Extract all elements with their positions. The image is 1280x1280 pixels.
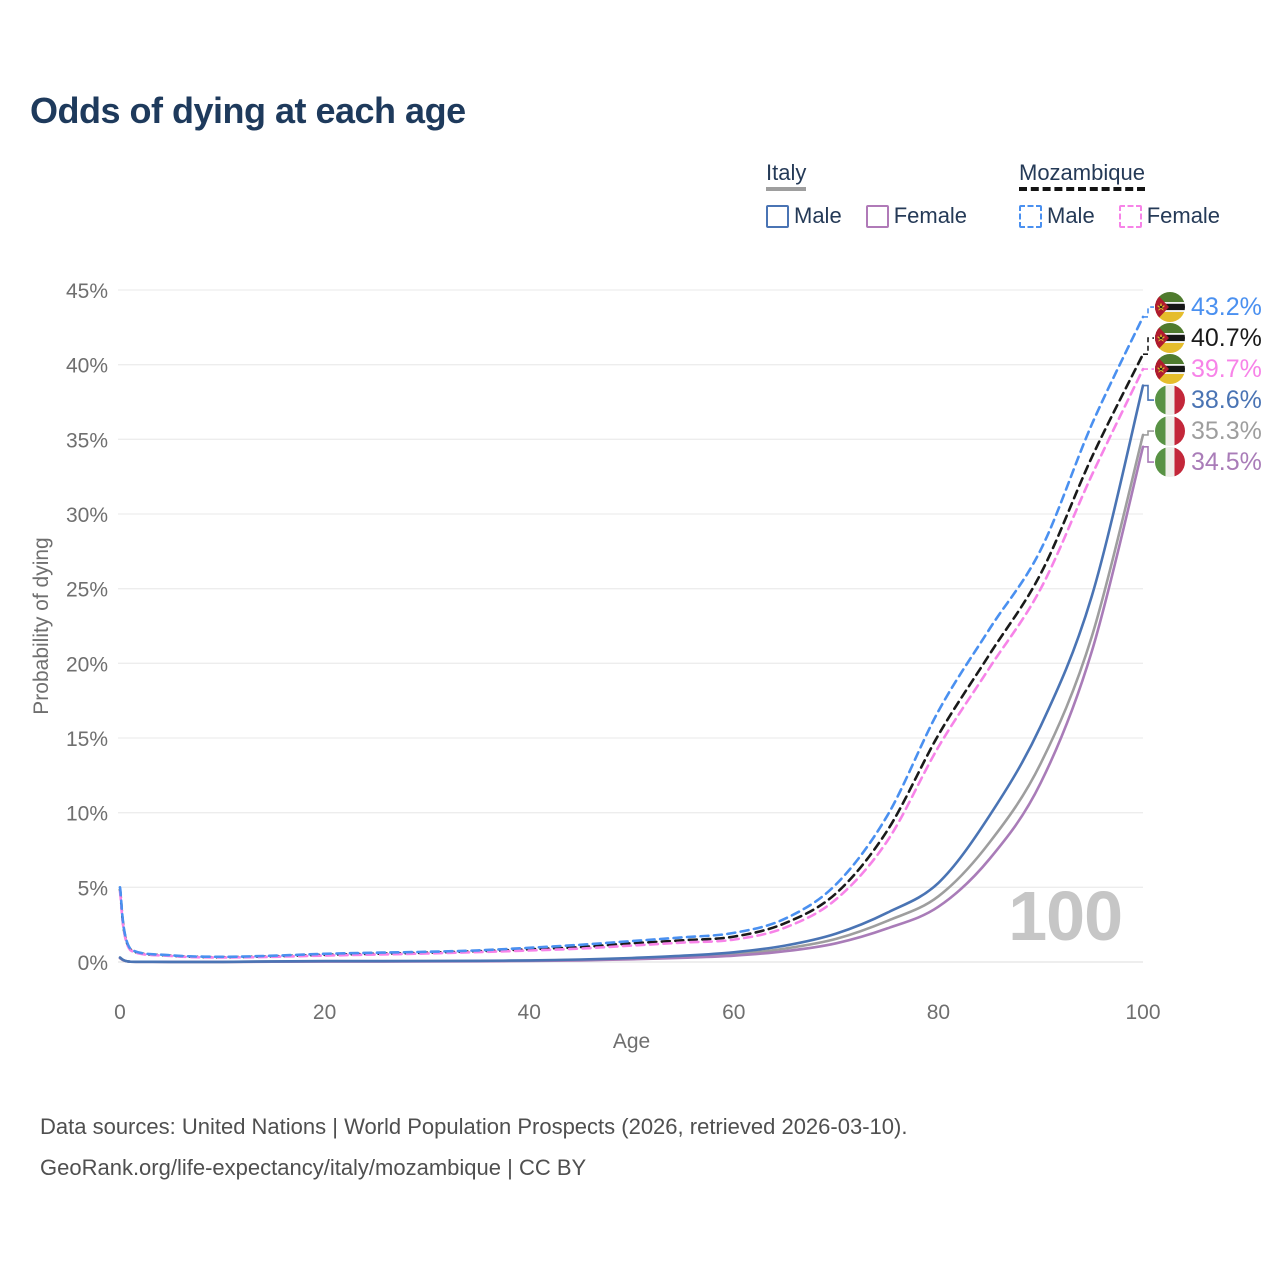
y-tick-40: 40%	[66, 355, 108, 378]
series-line-italy-male[interactable]	[118, 384, 1145, 964]
legend-item-italy-female[interactable]: Female	[865, 203, 968, 229]
legend-series-style-swatch-italy	[766, 187, 807, 191]
series-line-mozambique-male[interactable]	[118, 315, 1145, 959]
y-tick-20: 20%	[66, 653, 108, 676]
legend-item-mozambique-female[interactable]: Female	[1118, 203, 1221, 229]
y-tick-25: 25%	[66, 579, 108, 602]
x-tick-60: 60	[722, 1001, 745, 1024]
footer-line-1: Data sources: United Nations | World Pop…	[40, 1114, 908, 1139]
y-tick-10: 10%	[66, 803, 108, 826]
y-tick-45: 45%	[66, 280, 108, 303]
legend-country-label-mozambique: Mozambique	[1019, 160, 1145, 194]
y-tick-0: 0%	[78, 952, 108, 975]
end-label-connector-mozambique-male	[1143, 306, 1154, 318]
age-hover-indicator: 100	[1008, 877, 1123, 955]
x-tick-40: 40	[518, 1001, 541, 1024]
legend-item-mozambique-male[interactable]: Male	[1019, 203, 1095, 229]
legend-checkbox-italy-male[interactable]	[766, 204, 789, 228]
legend-country-label-italy: Italy	[766, 160, 807, 194]
page-title: Odds of dying at each age	[30, 90, 466, 131]
end-label-connector-italy-female	[1143, 446, 1154, 463]
x-tick-100: 100	[1125, 1001, 1160, 1024]
series-line-italy-female[interactable]	[118, 445, 1145, 964]
x-axis-title: Age	[613, 1030, 650, 1053]
end-label-connector-mozambique-overall	[1143, 337, 1154, 355]
legend-label-italy-male: Male	[794, 203, 842, 228]
y-tick-5: 5%	[78, 877, 108, 900]
legend-group-italy: Italy Male Female	[766, 160, 991, 229]
data-source-footer: Data sources: United Nations | World Pop…	[40, 1106, 907, 1188]
legend-series-style-swatch-mozambique	[1019, 187, 1145, 191]
x-tick-80: 80	[927, 1001, 950, 1024]
end-label-connector-italy-male	[1143, 384, 1154, 401]
legend-label-mozambique-male: Male	[1047, 203, 1095, 228]
y-axis-title: Probability of dying	[30, 537, 53, 714]
legend-checkbox-italy-female[interactable]	[865, 204, 889, 228]
legend-item-italy-male[interactable]: Male	[766, 203, 842, 229]
x-tick-20: 20	[313, 1001, 336, 1024]
legend-checkbox-mozambique-female[interactable]	[1118, 204, 1142, 228]
legend-group-mozambique: Mozambique Male Female	[1019, 160, 1244, 229]
footer-line-2: GeoRank.org/life-expectancy/italy/mozamb…	[40, 1155, 587, 1180]
y-tick-30: 30%	[66, 504, 108, 527]
y-tick-15: 15%	[66, 728, 108, 751]
series-line-mozambique-overall[interactable]	[118, 352, 1145, 959]
legend-label-italy-female: Female	[893, 203, 968, 228]
legend: Italy Male Female Mozambique Male Female	[0, 160, 1280, 240]
legend-label-mozambique-female: Female	[1146, 203, 1221, 228]
x-tick-0: 0	[114, 1001, 126, 1024]
legend-checkbox-mozambique-male[interactable]	[1019, 204, 1042, 228]
y-tick-35: 35%	[66, 429, 108, 452]
end-label-connector-italy-overall	[1143, 430, 1154, 436]
